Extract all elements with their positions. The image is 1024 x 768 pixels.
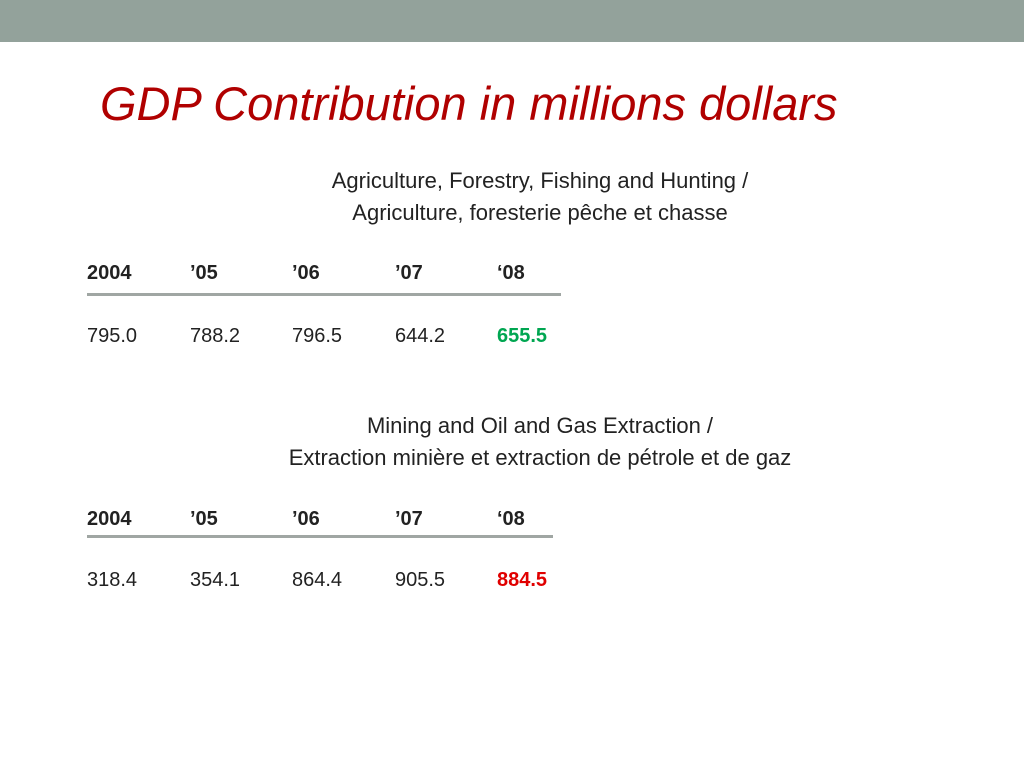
caption-line-english: Mining and Oil and Gas Extraction /	[366, 413, 714, 438]
table-caption-mining: Mining and Oil and Gas Extraction / Extr…	[190, 410, 890, 474]
value-cell-2007: 905.5	[395, 569, 446, 591]
slide-title: GDP Contribution in millions dollars	[100, 77, 838, 130]
value-cell-2008-highlight: 655.5	[497, 325, 548, 347]
value-cell-2005: 354.1	[190, 569, 241, 591]
header-cell-2008: ‘08	[497, 262, 525, 284]
top-accent-bar	[0, 0, 1024, 42]
value-cell-2005: 788.2	[190, 325, 241, 347]
header-rule	[87, 293, 561, 296]
header-cell-2006: ’06	[292, 262, 320, 284]
header-cell-2006: ’06	[292, 508, 320, 530]
value-cell-2004: 318.4	[87, 569, 138, 591]
value-cell-2008-highlight: 884.5	[497, 569, 548, 591]
table-caption-agriculture: Agriculture, Forestry, Fishing and Hunti…	[240, 165, 840, 229]
header-cell-2008: ‘08	[497, 508, 525, 530]
header-cell-2007: ’07	[395, 508, 423, 530]
header-cell-2007: ’07	[395, 262, 423, 284]
header-cell-2005: ’05	[190, 262, 218, 284]
header-cell-2004: 2004	[87, 508, 132, 530]
value-cell-2006: 796.5	[292, 325, 343, 347]
value-cell-2004: 795.0	[87, 325, 138, 347]
header-cell-2004: 2004	[87, 262, 132, 284]
header-rule	[87, 535, 553, 538]
value-cell-2006: 864.4	[292, 569, 343, 591]
caption-line-french: Agriculture, foresterie pêche et chasse	[352, 200, 728, 225]
value-cell-2007: 644.2	[395, 325, 446, 347]
caption-line-french: Extraction minière et extraction de pétr…	[288, 445, 792, 470]
header-cell-2005: ’05	[190, 508, 218, 530]
caption-line-english: Agriculture, Forestry, Fishing and Hunti…	[331, 168, 749, 193]
